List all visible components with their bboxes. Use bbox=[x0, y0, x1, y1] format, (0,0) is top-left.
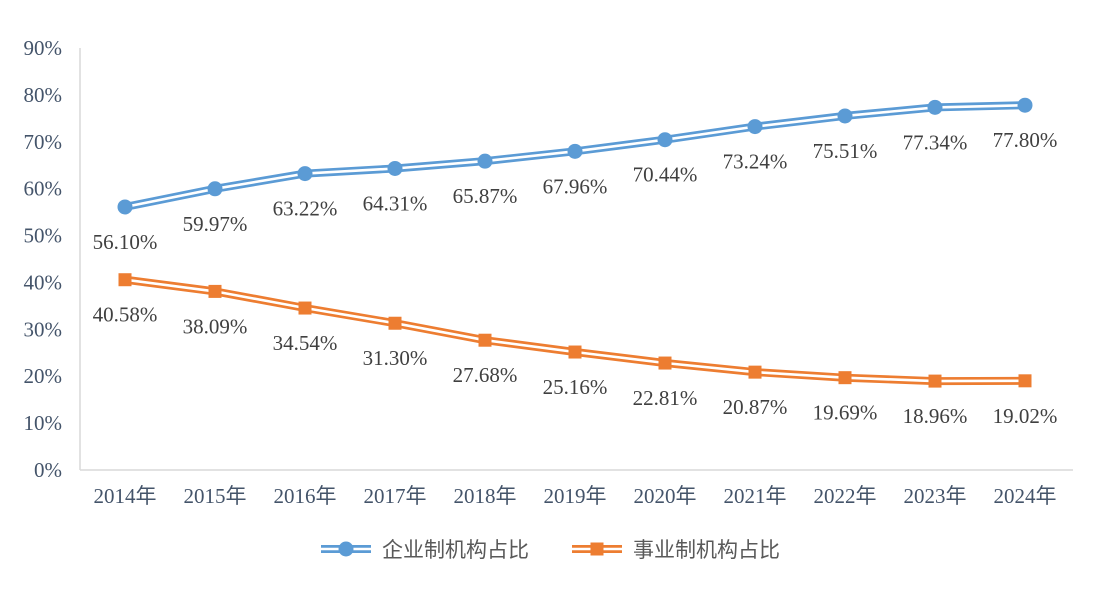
data-point-marker-circle bbox=[1017, 97, 1033, 113]
data-label: 19.02% bbox=[993, 404, 1058, 428]
data-point-marker-circle bbox=[207, 181, 223, 197]
line-chart-svg: 0% 10% 20% 30% 40% 50% 60% 70% 80% 90% 2014年 2015年 2… bbox=[24, 36, 1073, 508]
x-tick-label: 2019年 bbox=[544, 484, 607, 508]
legend: 企业制机构占比 事业制机构占比 bbox=[0, 534, 1100, 564]
data-point-marker-circle bbox=[567, 143, 583, 159]
data-label: 40.58% bbox=[93, 303, 158, 327]
data-point-marker-square bbox=[478, 333, 492, 347]
data-label: 64.31% bbox=[363, 191, 428, 215]
y-tick-label: 30% bbox=[24, 317, 63, 341]
y-tick-label: 40% bbox=[24, 270, 63, 294]
data-label: 63.22% bbox=[273, 197, 338, 221]
data-point-marker-square bbox=[298, 301, 312, 315]
data-label: 22.81% bbox=[633, 386, 698, 410]
data-label: 77.34% bbox=[903, 130, 968, 154]
data-label: 59.97% bbox=[183, 212, 248, 236]
data-label: 34.54% bbox=[273, 331, 338, 355]
data-point-marker-circle bbox=[477, 153, 493, 169]
data-label: 70.44% bbox=[633, 163, 698, 187]
y-tick-label: 20% bbox=[24, 364, 63, 388]
x-tick-label: 2016年 bbox=[274, 484, 337, 508]
x-tick-label: 2015年 bbox=[184, 484, 247, 508]
series-line-outer bbox=[121, 275, 1029, 386]
x-tick-label: 2024年 bbox=[994, 484, 1057, 508]
data-point-marker-circle bbox=[117, 199, 133, 215]
data-point-marker-circle bbox=[387, 160, 403, 176]
data-label: 20.87% bbox=[723, 395, 788, 419]
data-label: 27.68% bbox=[453, 363, 518, 387]
y-tick-label: 50% bbox=[24, 224, 63, 248]
data-point-marker-square bbox=[208, 284, 222, 298]
y-tick-label: 10% bbox=[24, 411, 63, 435]
legend-circle-series-icon bbox=[321, 541, 371, 557]
data-label: 77.80% bbox=[993, 128, 1058, 152]
y-tick-label: 90% bbox=[24, 36, 63, 60]
legend-label-enterprise: 企业制机构占比 bbox=[382, 538, 529, 562]
data-label: 31.30% bbox=[363, 346, 428, 370]
data-point-marker-circle bbox=[297, 166, 313, 182]
data-point-marker-square bbox=[838, 371, 852, 385]
x-tick-label: 2021年 bbox=[724, 484, 787, 508]
x-tick-label: 2023年 bbox=[904, 484, 967, 508]
data-label: 67.96% bbox=[543, 174, 608, 198]
data-label: 25.16% bbox=[543, 375, 608, 399]
x-tick-label: 2020年 bbox=[634, 484, 697, 508]
legend-item-enterprise: 企业制机构占比 bbox=[320, 534, 529, 564]
x-tick-label: 2017年 bbox=[364, 484, 427, 508]
x-tick-label: 2018年 bbox=[454, 484, 517, 508]
y-tick-label: 60% bbox=[24, 177, 63, 201]
y-tick-label: 70% bbox=[24, 130, 63, 154]
x-tick-label: 2014年 bbox=[94, 484, 157, 508]
data-point-marker-square bbox=[748, 365, 762, 379]
data-point-marker-square bbox=[388, 316, 402, 330]
data-label: 56.10% bbox=[93, 230, 158, 254]
legend-square-series-icon bbox=[572, 542, 622, 556]
data-point-marker-circle bbox=[837, 108, 853, 124]
y-tick-label: 80% bbox=[24, 83, 63, 107]
data-point-marker-circle bbox=[657, 132, 673, 148]
data-point-marker-square bbox=[928, 374, 942, 388]
data-label: 19.69% bbox=[813, 401, 878, 425]
series-line-inner-stripe bbox=[124, 278, 1026, 383]
legend-item-institution: 事业制机构占比 bbox=[571, 534, 780, 564]
data-label: 65.87% bbox=[453, 184, 518, 208]
data-point-marker-square bbox=[118, 273, 132, 287]
data-point-marker-circle bbox=[747, 119, 763, 135]
data-label: 18.96% bbox=[903, 404, 968, 428]
data-label: 75.51% bbox=[813, 139, 878, 163]
data-label: 38.09% bbox=[183, 314, 248, 338]
data-point-marker-square bbox=[568, 345, 582, 359]
x-tick-label: 2022年 bbox=[814, 484, 877, 508]
data-point-marker-circle bbox=[927, 99, 943, 115]
data-point-marker-square bbox=[658, 356, 672, 370]
data-label: 73.24% bbox=[723, 150, 788, 174]
data-point-marker-square bbox=[1018, 374, 1032, 388]
y-tick-label: 0% bbox=[34, 458, 62, 482]
legend-label-institution: 事业制机构占比 bbox=[633, 538, 780, 562]
